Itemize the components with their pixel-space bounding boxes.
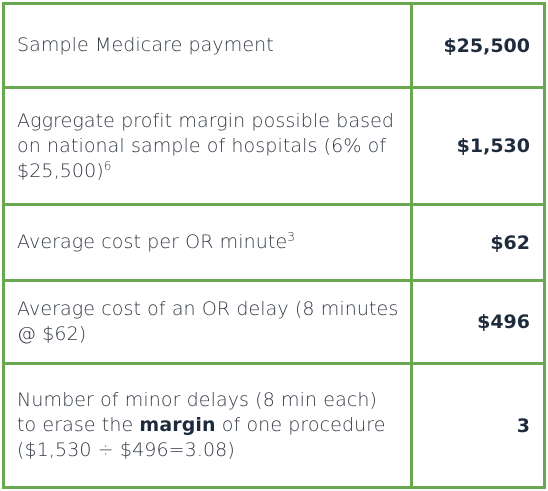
label-text-pre: Number of minor delays (8 min each) to e… — [17, 389, 378, 436]
row-value-delay-cost: $496 — [413, 282, 543, 365]
label-text: Average cost of an OR delay (8 minutes @… — [17, 298, 399, 345]
value-text: $62 — [490, 231, 530, 254]
row-label-cost-per-minute: Average cost per OR minute3 — [5, 206, 413, 282]
footnote-marker: 6 — [103, 158, 112, 173]
value-text: 3 — [516, 414, 530, 437]
label-text: Sample Medicare payment — [17, 34, 274, 56]
row-value-medicare-payment: $25,500 — [413, 5, 543, 89]
value-text: $496 — [477, 311, 530, 333]
footnote-marker: 3 — [287, 230, 296, 244]
value-text: $1,530 — [456, 135, 530, 157]
value-text: $25,500 — [443, 34, 530, 57]
label-text: Average cost per OR minute — [17, 231, 288, 253]
row-value-minor-delays: 3 — [413, 365, 543, 486]
row-label-profit-margin: Aggregate profit margin possible based o… — [5, 89, 413, 206]
row-value-cost-per-minute: $62 — [413, 206, 543, 282]
label-text-post: of one procedure ($1,530 ÷ $496=3.08) — [17, 414, 386, 461]
row-label-minor-delays: Number of minor delays (8 min each) to e… — [5, 365, 413, 486]
row-value-profit-margin: $1,530 — [413, 89, 543, 206]
row-label-medicare-payment: Sample Medicare payment — [5, 5, 413, 89]
label-text: Aggregate profit margin possible based o… — [17, 109, 395, 182]
label-text-emphasis: margin — [139, 414, 216, 436]
row-label-delay-cost: Average cost of an OR delay (8 minutes @… — [5, 282, 413, 365]
